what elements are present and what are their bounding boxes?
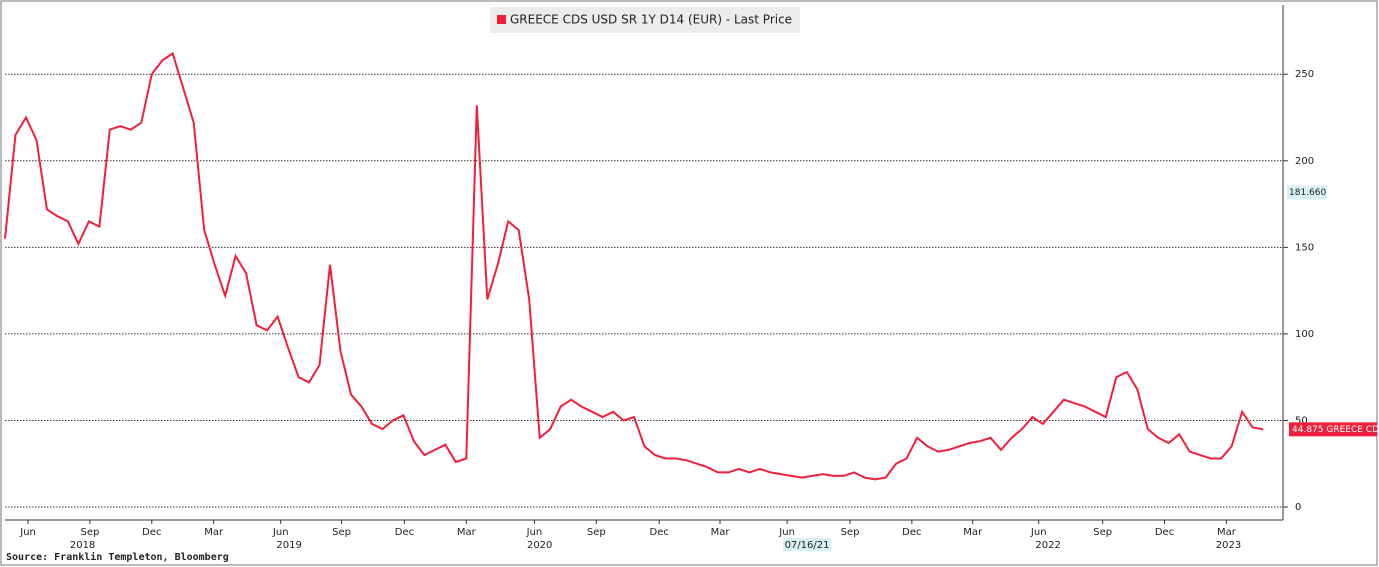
last-price-label: 44.875 GREECE CD (1292, 425, 1379, 435)
x-tick-label: Mar (711, 527, 731, 538)
x-tick-label: Sep (841, 527, 860, 538)
x-tick-label: Dec (650, 527, 669, 538)
y-tick-label: 50 (1295, 415, 1308, 426)
x-tick-label: Sep (587, 527, 606, 538)
line (4, 51, 1264, 481)
source: Source: Franklin Templeton, Bloomberg (6, 551, 229, 563)
year-label: 2023 (1216, 540, 1241, 551)
x-tick-label: Jun (19, 527, 36, 538)
x-tick-label: Sep (80, 527, 99, 538)
year-label: 07/16/21 (785, 540, 830, 551)
x-tick-label: Mar (963, 527, 983, 538)
cursor-value-box (1287, 185, 1327, 200)
y-tick-label: 100 (1295, 329, 1314, 340)
x-tick-label: Dec (1155, 527, 1174, 538)
year-label: 2022 (1035, 540, 1060, 551)
y-tick-label: 200 (1295, 156, 1314, 167)
cursor-date-box (783, 538, 832, 551)
x-tick-label: Sep (332, 527, 351, 538)
x-tick-label: Mar (1217, 527, 1237, 538)
legend-box (490, 7, 800, 33)
legend-label: GREECE CDS USD SR 1Y D14 (EUR) - Last Pr… (510, 13, 792, 27)
legend-swatch (497, 15, 506, 24)
x-tick-label: Mar (457, 527, 477, 538)
year-label: 2020 (527, 540, 552, 551)
x-tick-label: Dec (902, 527, 921, 538)
y-tick-label: 0 (1295, 502, 1301, 513)
cursor-value-label: 181.660 (1289, 188, 1326, 198)
y-tick-label: 150 (1295, 242, 1314, 253)
x-tick-label: Sep (1093, 527, 1112, 538)
x-tick-label: Jun (526, 527, 543, 538)
y-tick-label: 250 (1295, 69, 1314, 80)
x-tick-label: Jun (1030, 527, 1047, 538)
last-price-box (1289, 422, 1377, 437)
x-tick-label: Dec (395, 527, 414, 538)
year-label: 2018 (70, 540, 95, 551)
x-tick-label: Jun (272, 527, 289, 538)
x-tick-label: Jun (778, 527, 795, 538)
year-label: 2019 (276, 540, 301, 551)
x-tick-label: Mar (204, 527, 224, 538)
x-tick-label: Dec (142, 527, 161, 538)
